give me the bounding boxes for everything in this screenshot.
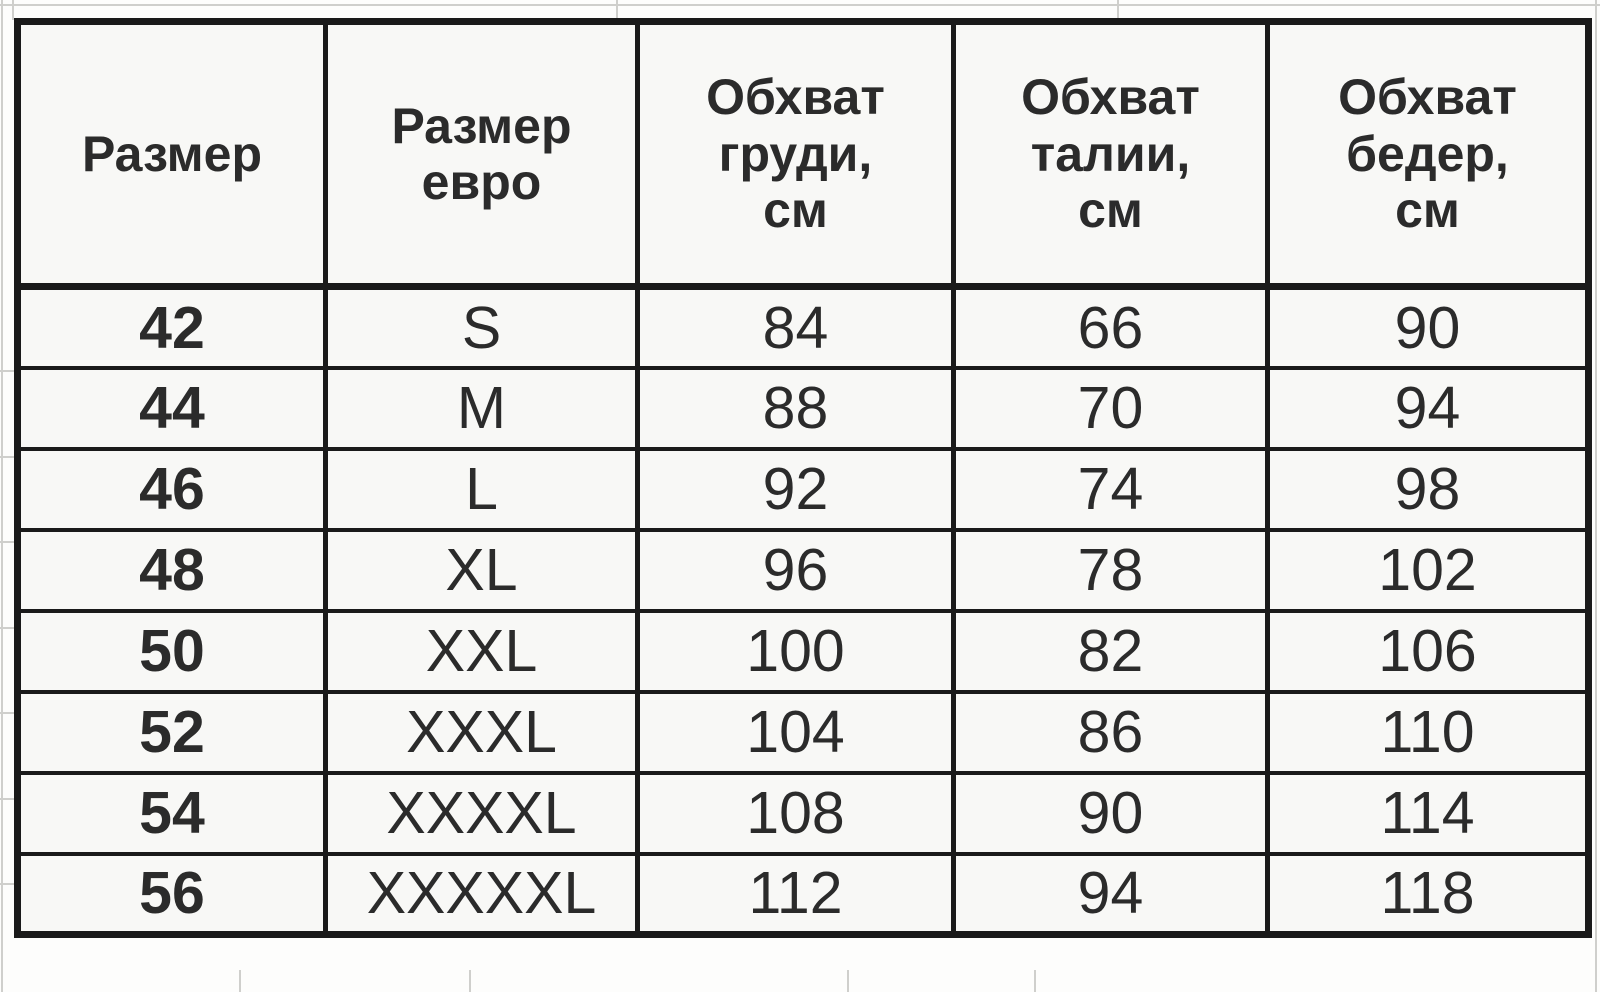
table-cell: 56 — [15, 851, 328, 937]
gridline-top — [0, 4, 1600, 6]
gridline-tick — [0, 370, 14, 372]
table-row: 44 M 88 70 94 — [15, 365, 1591, 451]
table-cell: 102 — [1265, 527, 1591, 613]
gridline-tick — [0, 541, 14, 543]
col-header-waist: Обхват талии, см — [951, 21, 1270, 290]
table-row: 46 L 92 74 98 — [15, 446, 1591, 532]
table-row: 42 S 84 66 90 — [15, 284, 1591, 370]
gridline-tick — [0, 798, 14, 800]
gridline-tick — [847, 970, 849, 992]
table-cell: 88 — [635, 365, 956, 451]
table-cell: 118 — [1265, 851, 1591, 937]
table-cell: 104 — [635, 689, 956, 775]
table-cell: 44 — [15, 365, 328, 451]
gridline-left — [1, 0, 3, 992]
table-cell: XXXXXL — [323, 851, 640, 937]
gridline-tick — [0, 712, 14, 714]
table-cell: 110 — [1265, 689, 1591, 775]
col-header-euro-size: Размер евро — [323, 21, 640, 290]
table-row: 54 XXXXL 108 90 114 — [15, 770, 1591, 856]
table-cell: 42 — [15, 284, 328, 370]
gridline-tick — [0, 456, 14, 458]
table-cell: S — [323, 284, 640, 370]
table-cell: 94 — [951, 851, 1270, 937]
table-cell: 112 — [635, 851, 956, 937]
header-row: Размер Размер евро Обхват груди, см Обхв… — [15, 21, 1591, 290]
table-row: 52 XXXL 104 86 110 — [15, 689, 1591, 775]
size-chart-table: Размер Размер евро Обхват груди, см Обхв… — [14, 18, 1592, 938]
table-cell: 98 — [1265, 446, 1591, 532]
table-row: 50 XXL 100 82 106 — [15, 608, 1591, 694]
table-cell: 82 — [951, 608, 1270, 694]
table-cell: 50 — [15, 608, 328, 694]
gridline-right — [1595, 0, 1597, 992]
table-cell: 48 — [15, 527, 328, 613]
table-row: 56 XXXXXL 112 94 118 — [15, 851, 1591, 937]
gridline-tick — [0, 627, 14, 629]
gridline-tick — [1117, 0, 1119, 20]
table-body: 42 S 84 66 90 44 M 88 70 94 46 L 92 74 98 48 XL 96 78 102 50… — [15, 284, 1591, 937]
table-cell: 66 — [951, 284, 1270, 370]
gridline-tick — [239, 970, 241, 992]
table-cell: 90 — [951, 770, 1270, 856]
table-cell: 94 — [1265, 365, 1591, 451]
col-header-chest: Обхват груди, см — [635, 21, 956, 290]
gridline-tick — [12, 0, 14, 20]
col-header-size: Размер — [15, 21, 328, 290]
table-header: Размер Размер евро Обхват груди, см Обхв… — [15, 21, 1591, 290]
gridline-tick — [616, 0, 618, 20]
table-cell: 100 — [635, 608, 956, 694]
table-cell: 114 — [1265, 770, 1591, 856]
table-cell: XXL — [323, 608, 640, 694]
table-cell: 90 — [1265, 284, 1591, 370]
table-cell: L — [323, 446, 640, 532]
table-cell: XXXL — [323, 689, 640, 775]
table-cell: M — [323, 365, 640, 451]
gridline-tick — [469, 970, 471, 992]
table-cell: 108 — [635, 770, 956, 856]
gridline-tick — [1034, 970, 1036, 992]
table-cell: 78 — [951, 527, 1270, 613]
table-cell: 84 — [635, 284, 956, 370]
table-cell: XL — [323, 527, 640, 613]
table-cell: XXXXL — [323, 770, 640, 856]
table-row: 48 XL 96 78 102 — [15, 527, 1591, 613]
table-cell: 96 — [635, 527, 956, 613]
table-cell: 54 — [15, 770, 328, 856]
table-cell: 70 — [951, 365, 1270, 451]
table-cell: 92 — [635, 446, 956, 532]
table-cell: 52 — [15, 689, 328, 775]
gridline-tick — [0, 883, 14, 885]
table-cell: 46 — [15, 446, 328, 532]
table-cell: 74 — [951, 446, 1270, 532]
table-cell: 86 — [951, 689, 1270, 775]
col-header-hips: Обхват бедер, см — [1265, 21, 1591, 290]
table-cell: 106 — [1265, 608, 1591, 694]
